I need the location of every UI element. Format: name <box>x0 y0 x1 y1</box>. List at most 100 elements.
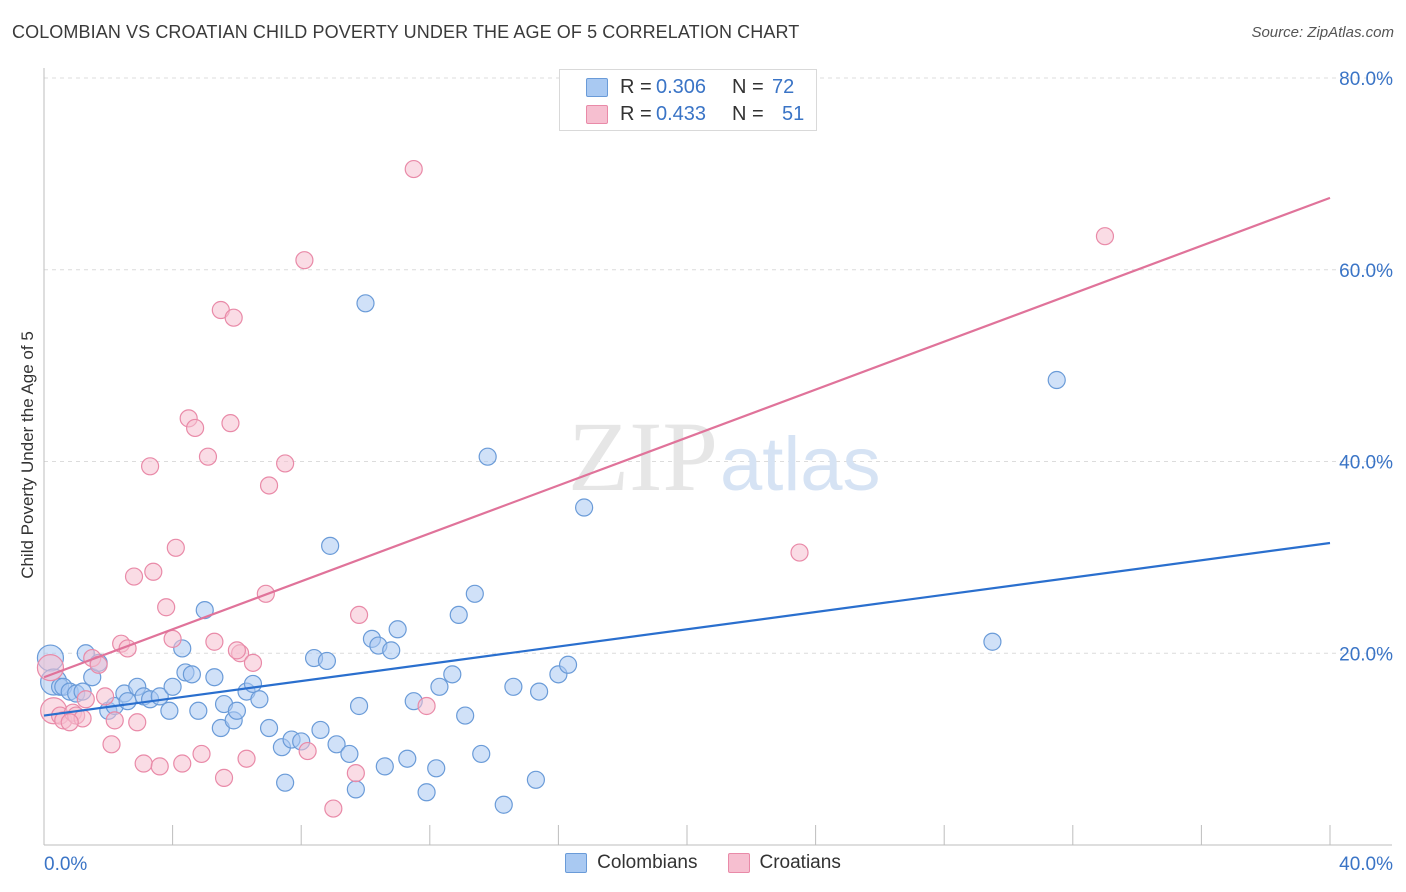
croatian-point <box>166 538 185 557</box>
croatian-point <box>298 741 317 761</box>
legend-swatch-croatians <box>727 853 750 873</box>
legend-swatch-colombians <box>565 853 588 873</box>
croatians-trend-line <box>43 196 1331 679</box>
source-label: Source: ZipAtlas.com <box>1251 24 1394 41</box>
legend-n-label: N = <box>732 102 764 125</box>
series-legend: Colombians Croatians <box>0 852 1406 874</box>
colombian-point <box>317 651 337 671</box>
colombian-point <box>349 696 369 716</box>
croatian-point <box>144 562 163 581</box>
colombian-point <box>465 584 484 603</box>
colombian-point <box>472 744 491 764</box>
chart-title: COLOMBIAN VS CROATIAN CHILD POVERTY UNDE… <box>12 22 800 42</box>
croatian-point <box>163 629 182 648</box>
colombian-point <box>504 677 523 696</box>
colombian-point <box>189 701 208 720</box>
colombian-point <box>427 759 446 778</box>
croatian-point <box>198 447 218 466</box>
legend-item-colombians[interactable]: Colombians <box>565 852 698 874</box>
legend-row-croatians: R = 0.433 N = 51 <box>586 102 804 126</box>
legend-swatch-croatians <box>586 104 608 124</box>
croatian-point <box>227 641 246 660</box>
legend-n-value: 72 <box>772 75 795 98</box>
watermark-atlas: atlas <box>720 422 881 507</box>
y-tick-label: 60.0% <box>1339 261 1393 282</box>
legend-n-label: N = <box>732 75 764 98</box>
colombians-trend-line <box>43 541 1331 717</box>
croatian-point <box>124 567 144 586</box>
data-points <box>36 159 1115 818</box>
croatian-point <box>237 749 256 768</box>
colombian-point <box>160 701 179 720</box>
legend-r-label: R = <box>620 75 652 98</box>
colombian-point <box>340 744 359 764</box>
colombian-point <box>382 641 401 660</box>
y-tick-label: 40.0% <box>1339 453 1393 474</box>
colombian-point <box>375 757 394 776</box>
colombian-point <box>163 677 182 696</box>
legend-n-value: 51 <box>782 102 805 125</box>
croatian-point <box>1095 227 1115 246</box>
colombian-point <box>259 718 279 738</box>
croatian-point <box>214 768 234 787</box>
croatian-point <box>259 476 279 495</box>
legend-swatch-colombians <box>586 77 608 97</box>
legend-r-label: R = <box>620 102 652 125</box>
colombian-point <box>456 706 475 725</box>
croatian-point <box>102 735 121 754</box>
legend-row-colombians: R = 0.306 N = 72 <box>586 75 794 99</box>
croatian-point <box>404 159 423 179</box>
legend-item-croatians[interactable]: Croatians <box>727 852 841 874</box>
y-tick-label: 80.0% <box>1339 69 1393 90</box>
colombian-point <box>321 536 340 555</box>
croatian-point <box>95 687 115 706</box>
croatian-point <box>295 251 314 270</box>
croatian-point <box>346 763 365 783</box>
trend-lines <box>43 196 1331 717</box>
colombian-point <box>575 498 594 517</box>
croatian-point <box>105 711 124 730</box>
croatian-point <box>224 308 243 327</box>
colombian-point <box>311 720 330 740</box>
y-tick-label: 20.0% <box>1339 644 1393 665</box>
colombian-point <box>250 690 269 709</box>
colombian-point <box>327 735 346 754</box>
colombian-point <box>558 655 578 674</box>
croatian-point <box>60 713 79 732</box>
colombian-point <box>398 749 417 768</box>
legend-r-value: 0.306 <box>656 75 707 98</box>
colombian-point <box>443 665 462 684</box>
colombian-point <box>478 447 497 466</box>
colombian-point <box>1047 370 1066 390</box>
croatian-point <box>76 690 95 709</box>
colombian-point <box>494 795 513 814</box>
croatian-point <box>349 605 369 625</box>
croatian-point <box>324 799 343 818</box>
croatian-point <box>150 757 169 776</box>
colombian-point <box>530 682 549 701</box>
croatian-point <box>186 418 205 438</box>
legend-label-colombians: Colombians <box>597 852 698 873</box>
colombian-point <box>417 783 436 802</box>
croatian-point <box>192 744 211 764</box>
croatian-point <box>276 454 295 473</box>
croatian-point <box>790 543 809 562</box>
colombian-point <box>983 632 1002 651</box>
croatian-point <box>243 653 263 672</box>
croatian-point <box>205 632 224 651</box>
colombian-point <box>243 674 263 694</box>
colombian-point <box>182 665 201 684</box>
colombian-point <box>227 701 246 720</box>
croatian-point <box>134 754 153 773</box>
legend-r-value: 0.433 <box>656 102 707 125</box>
tick-labels: 20.0% 40.0% 60.0% 80.0% 0.0% 40.0% <box>44 69 1393 875</box>
croatian-point <box>173 754 192 773</box>
croatian-point <box>417 696 436 716</box>
colombian-point <box>118 692 137 711</box>
colombian-point <box>276 773 295 792</box>
legend-label-croatians: Croatians <box>759 852 841 873</box>
croatian-point <box>128 713 147 732</box>
colombian-point <box>205 668 224 687</box>
colombian-point <box>195 601 214 620</box>
